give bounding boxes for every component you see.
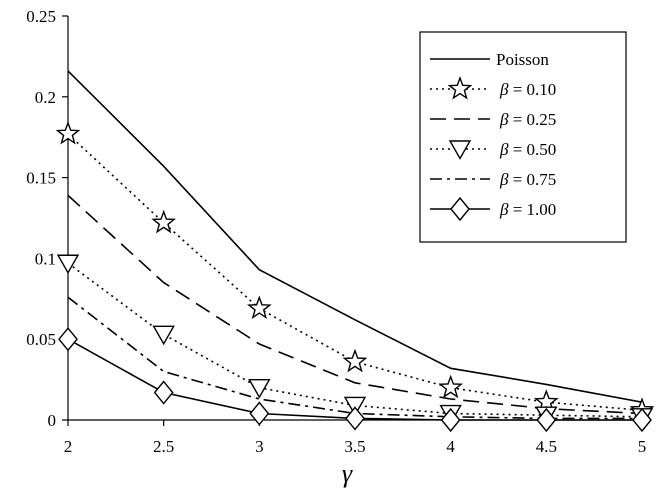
y-tick-label: 0.05 [26,330,56,349]
y-tick-label: 0.25 [26,7,56,26]
star-marker [447,75,473,100]
legend-value: = 0.25 [508,110,556,129]
y-tick-label: 0.1 [35,249,56,268]
x-tick-label: 3.5 [344,437,365,456]
legend-label: β = 1.00 [499,200,556,219]
legend-label: β = 0.25 [499,110,556,129]
diamond-marker [450,196,470,222]
diamond-marker [249,401,270,426]
star-marker [246,295,272,320]
diamond-marker [632,407,652,433]
triangle-marker [248,378,271,399]
legend-beta-symbol: β [499,170,509,189]
legend-value: = 1.00 [508,200,556,219]
legend-beta-symbol: β [499,110,509,129]
diamond-marker [345,406,365,431]
star-marker [55,121,81,145]
x-tick-label: 4 [446,437,455,456]
legend-beta-symbol: β [499,80,509,99]
x-tick-label: 2.5 [153,437,174,456]
star-marker [151,209,176,234]
y-tick-label: 0.2 [35,88,56,107]
axes: 0 0.05 0.1 0.15 0.2 0.25 2 2.5 3 3.5 4 4.5 5 γ [26,7,646,488]
legend-label: β = 0.10 [499,80,556,99]
y-tick-label: 0.15 [26,169,56,188]
x-tick-label: 2 [64,437,73,456]
diamond-marker [536,407,557,433]
legend-beta-symbol: β [499,200,509,219]
legend-item: β = 1.00 [430,196,556,222]
legend-item: β = 0.50 [430,140,556,160]
legend-label: β = 0.75 [499,170,556,189]
legend-item: β = 0.10 [430,75,556,100]
legend-value: = 0.10 [508,80,556,99]
legend-item: Poisson [430,50,549,69]
series-layer [55,70,655,433]
legend-value: Poisson [496,50,549,69]
legend-value: = 0.75 [508,170,556,189]
series-line [67,262,643,418]
series-3 [56,254,654,428]
series-0 [67,70,643,403]
legend-item: β = 0.75 [430,170,556,189]
diamond-marker [58,327,78,352]
star-marker [342,348,368,373]
diamond-marker [440,407,461,433]
triangle-marker [56,254,80,275]
y-tick-label: 0 [48,411,57,430]
diamond-marker [153,380,174,405]
x-tick-label: 4.5 [536,437,557,456]
triangle-marker [448,140,472,160]
series-5 [58,327,652,433]
legend-item: β = 0.25 [430,110,556,129]
star-marker [438,374,464,399]
legend-beta-symbol: β [499,140,509,159]
legend-label: β = 0.50 [499,140,556,159]
x-axis-title: γ [342,459,353,488]
x-tick-label: 5 [638,437,647,456]
x-tick-label: 3 [255,437,264,456]
series-line [67,70,643,403]
triangle-marker [343,396,367,417]
legend-label: Poisson [496,50,549,69]
triangle-marker [152,325,175,346]
legend-value: = 0.50 [508,140,556,159]
